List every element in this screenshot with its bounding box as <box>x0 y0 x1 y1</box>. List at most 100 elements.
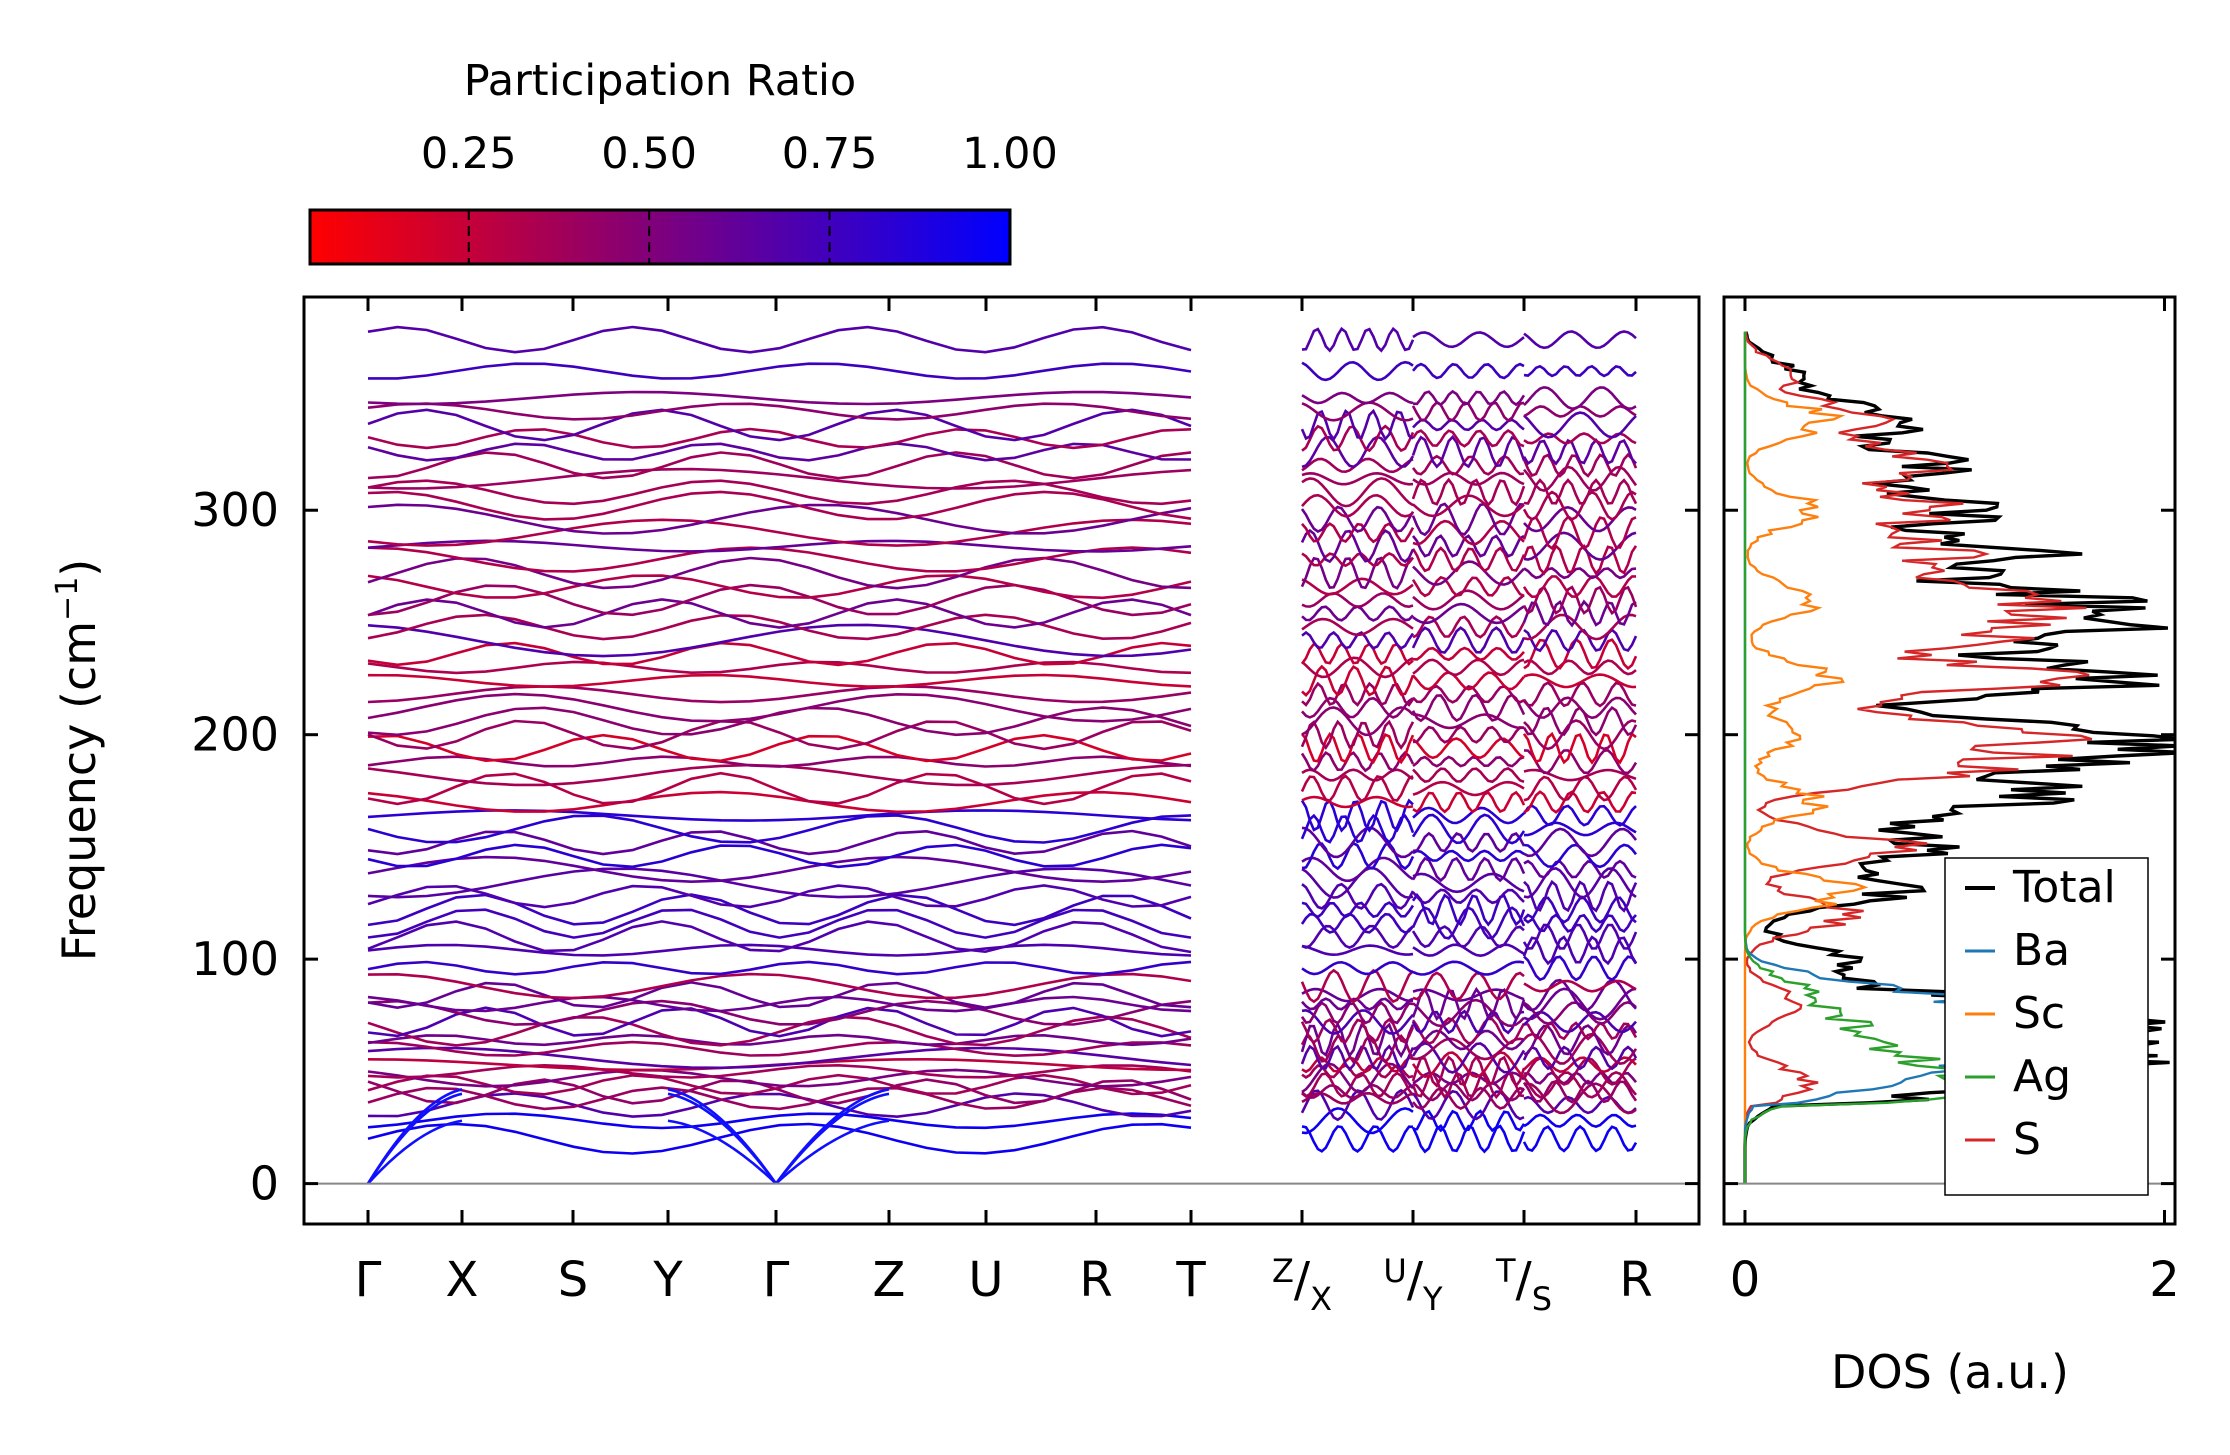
phonon-band <box>367 583 1192 617</box>
x-tick-label: T <box>1175 1252 1206 1308</box>
phonon-band <box>367 479 1192 506</box>
colorbar-title: Participation Ratio <box>464 56 857 106</box>
phonon-band <box>367 920 1192 954</box>
phonon-band <box>1412 849 1525 863</box>
phonon-band <box>367 1046 1192 1070</box>
phonon-band <box>1412 755 1525 768</box>
phonon-band <box>1411 1051 1525 1079</box>
x-tick-label: X <box>446 1252 479 1308</box>
phonon-band <box>367 1112 1192 1130</box>
phonon-band <box>1523 979 1637 993</box>
phonon-band <box>367 408 1192 442</box>
phonon-band <box>1300 798 1414 833</box>
phonon-band <box>1411 856 1526 883</box>
acoustic-branch <box>366 1088 463 1185</box>
phonon-band <box>367 1006 1192 1038</box>
legend-label: Sc <box>2013 988 2065 1039</box>
phonon-band <box>1523 478 1638 505</box>
phonon-band <box>1523 673 1637 689</box>
phonon-band <box>1300 968 1414 1004</box>
phonon-band <box>1523 465 1638 492</box>
phonon-band <box>1300 408 1414 442</box>
phonon-band <box>1301 471 1414 486</box>
x-tick-label: Y <box>652 1252 683 1308</box>
phonon-band <box>1412 589 1525 611</box>
phonon-band <box>1411 575 1525 598</box>
phonon-band <box>1523 613 1637 641</box>
legend: Total Ba Sc Ag S <box>1944 857 2149 1196</box>
phonon-band <box>367 855 1192 884</box>
phonon-band <box>1300 1001 1414 1025</box>
phonon-band <box>1411 429 1525 448</box>
phonon-band <box>1522 923 1638 950</box>
phonon-band <box>367 503 1192 535</box>
acoustic-branch <box>774 1088 890 1185</box>
phonon-band <box>1412 471 1525 486</box>
phonon-band <box>1522 452 1638 478</box>
phonon-band <box>367 1040 1192 1058</box>
phonon-band <box>1411 626 1526 654</box>
band-y-ticks: 0 100 200 300 <box>191 483 1699 1211</box>
phonon-band <box>367 451 1192 480</box>
x-tick-label: Z <box>873 1252 906 1308</box>
phonon-band <box>367 641 1192 667</box>
phonon-band <box>1411 434 1526 469</box>
phonon-band <box>1301 696 1414 719</box>
phonon-band <box>1523 1021 1638 1041</box>
phonon-band <box>1301 617 1414 637</box>
phonon-band <box>1522 543 1638 576</box>
x-tick-label: Γ <box>763 1252 790 1308</box>
colorbar-tick-label: 0.75 <box>782 129 878 179</box>
phonon-band <box>1523 1024 1638 1056</box>
colorbar-tick-label: 0.25 <box>421 129 517 179</box>
phonon-band <box>367 1063 1192 1079</box>
phonon-band <box>1411 502 1525 537</box>
phonon-band <box>1300 505 1415 533</box>
y-tick-label: 100 <box>191 932 279 986</box>
phonon-band <box>1411 813 1526 845</box>
phonon-band <box>367 1033 1192 1047</box>
phonon-band <box>367 814 1192 844</box>
phonon-band <box>1301 360 1414 382</box>
phonon-band <box>1300 1021 1415 1059</box>
phonon-band <box>1411 1054 1526 1089</box>
phonon-band <box>1523 411 1637 439</box>
phonon-band <box>1301 768 1414 782</box>
phonon-band <box>1523 827 1638 858</box>
phonon-band <box>1301 866 1414 899</box>
phonon-band <box>1301 960 1414 976</box>
phonon-band <box>1300 813 1415 845</box>
phonon-band <box>1301 706 1414 737</box>
phonon-band <box>367 598 1192 629</box>
phonon-band <box>1522 1124 1638 1153</box>
phonon-band <box>1522 1071 1637 1099</box>
x-axis-label-dos: DOS (a.u.) <box>1831 1345 2069 1399</box>
phonon-band <box>1412 872 1525 894</box>
phonon-band <box>1412 389 1526 407</box>
phonon-band <box>1300 528 1415 564</box>
phonon-band <box>367 755 1192 768</box>
phonon-band <box>1523 696 1637 720</box>
phonon-band <box>367 809 1192 822</box>
phonon-band <box>1411 1009 1525 1035</box>
phonon-band <box>1301 477 1414 508</box>
phonon-band <box>367 390 1192 406</box>
phonon-band <box>1301 882 1415 910</box>
phonon-band <box>1301 1083 1414 1100</box>
legend-label: Total <box>2012 862 2116 913</box>
phonon-band <box>1411 400 1525 423</box>
phonon-band <box>1523 790 1637 814</box>
phonon-band <box>367 995 1192 1013</box>
phonon-band <box>1300 750 1415 773</box>
phonon-band <box>367 623 1192 658</box>
phonon-band <box>1301 664 1415 697</box>
acoustic-branch <box>667 1088 778 1185</box>
phonon-band <box>367 518 1192 547</box>
phonon-band <box>1301 944 1414 957</box>
phonon-band <box>1523 1113 1637 1128</box>
band-lines <box>366 325 1638 1185</box>
phonon-band <box>1301 552 1415 568</box>
phonon-band <box>1412 780 1525 797</box>
phonon-band <box>1523 628 1638 653</box>
